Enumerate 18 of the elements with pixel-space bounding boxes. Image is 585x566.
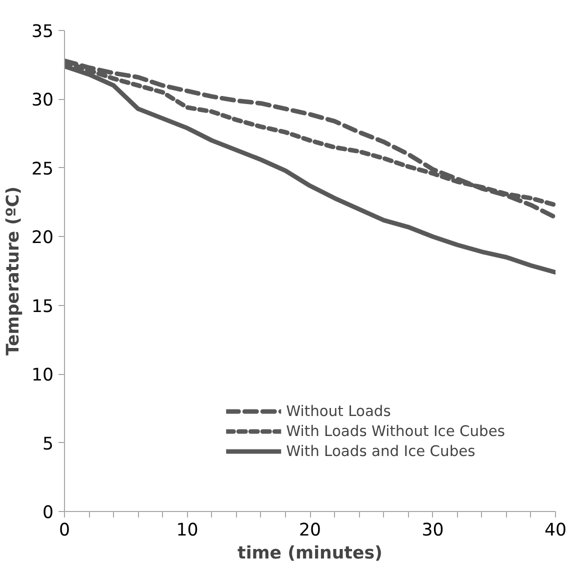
legend-label: With Loads and Ice Cubes <box>286 442 476 460</box>
y-tick-label: 30 <box>31 90 54 111</box>
y-tick-label: 25 <box>31 159 54 180</box>
y-tick-label: 15 <box>31 296 54 317</box>
y-tick-label: 5 <box>42 434 54 454</box>
y-tick-label: 35 <box>31 22 54 42</box>
x-tick-label: 0 <box>58 520 70 540</box>
y-tick-label: 10 <box>31 366 54 386</box>
x-tick-label: 10 <box>176 520 198 540</box>
legend-label: Without Loads <box>286 402 391 420</box>
x-tick-label: 40 <box>544 520 567 540</box>
y-axis-title: Temperature (ºC) <box>3 186 24 356</box>
y-tick-label: 0 <box>42 503 54 523</box>
x-axis-title: time (minutes) <box>238 544 382 564</box>
legend-label: With Loads Without Ice Cubes <box>286 422 505 440</box>
y-tick-label: 20 <box>31 228 54 248</box>
x-tick-label: 30 <box>422 520 444 540</box>
x-tick-label: 20 <box>298 520 322 540</box>
